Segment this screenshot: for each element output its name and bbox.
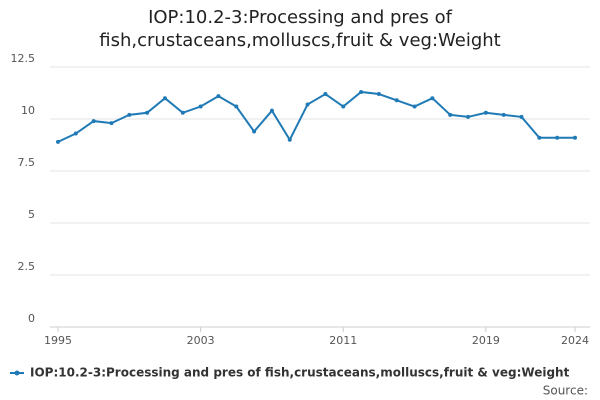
data-point	[287, 137, 292, 142]
data-point	[73, 131, 78, 136]
data-point	[394, 98, 399, 103]
data-point	[430, 96, 435, 101]
data-point	[145, 110, 150, 115]
x-tick-label: 2003	[187, 334, 215, 347]
data-point	[412, 104, 417, 109]
y-tick-label: 7.5	[18, 156, 36, 169]
data-point	[376, 92, 381, 97]
data-point	[323, 92, 328, 97]
data-line	[57, 90, 575, 143]
data-point	[216, 94, 221, 99]
data-point	[252, 129, 257, 134]
data-point	[127, 112, 132, 117]
x-tick-label: 2024	[561, 334, 589, 347]
data-point	[162, 96, 167, 101]
data-point	[359, 89, 364, 94]
y-tick-label: 10	[21, 104, 35, 117]
y-tick-label: 12.5	[11, 52, 36, 65]
data-point	[198, 104, 203, 109]
data-point	[305, 102, 310, 107]
legend-label: IOP:10.2-3:Processing and pres of fish,c…	[30, 366, 570, 380]
data-point	[91, 119, 96, 124]
legend-marker	[14, 370, 20, 376]
x-tick-label: 1995	[44, 334, 72, 347]
data-point	[234, 104, 239, 109]
y-tick-label: 2.5	[18, 260, 36, 273]
data-point	[109, 121, 114, 126]
y-tick-label: 0	[28, 312, 35, 325]
data-point	[483, 110, 488, 115]
data-point	[448, 112, 453, 117]
data-point	[555, 135, 560, 140]
x-tick-label: 2011	[329, 334, 357, 347]
data-point	[519, 114, 524, 119]
data-point	[573, 135, 577, 140]
chart-title: IOP:10.2-3:Processing and pres of fish,c…	[99, 7, 501, 51]
y-tick-label: 5	[28, 208, 35, 221]
data-point	[501, 112, 506, 117]
data-point	[341, 104, 346, 109]
source-label: Source:	[543, 384, 588, 398]
data-point	[56, 139, 60, 144]
x-tick-label: 2019	[472, 334, 500, 347]
data-point	[269, 108, 274, 113]
data-point	[466, 114, 471, 119]
data-point	[537, 135, 542, 140]
data-point	[180, 110, 185, 115]
